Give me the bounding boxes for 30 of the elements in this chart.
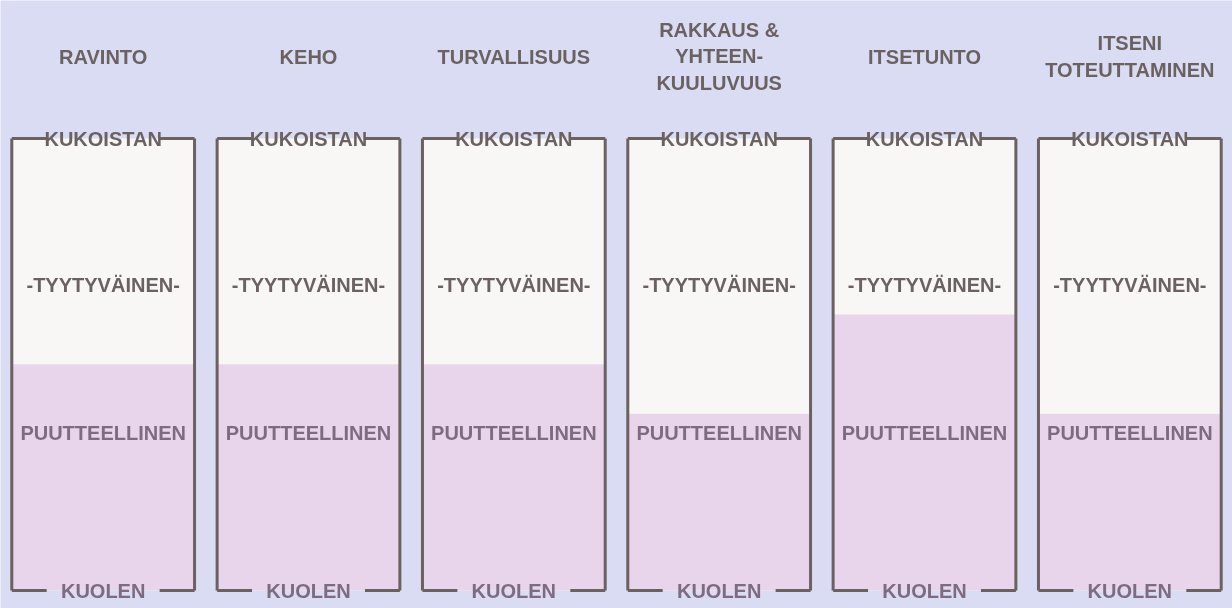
text: -TYYTYVÄINEN- [437,273,591,296]
text: -TYYTYVÄINEN- [847,273,1002,296]
text: PUUTTEELLINEN [1047,421,1213,444]
text: PUUTTEELLINEN [841,421,1008,444]
text: -TYYTYVÄINEN- [642,273,796,296]
x-tick-label: RAKKAUS & YHTEEN- KUULUVUUS [656,19,782,94]
annotation: PUUTTEELLINEN [20,421,186,444]
text: KUOLEN [1087,579,1173,602]
x-tick-label: TURVALLISUUS [437,45,591,68]
text: PUUTTEELLINEN [636,421,802,444]
text: KUKOISTAN [660,127,778,150]
text: -TYYTYVÄINEN- [26,273,180,296]
x-tick-label: ITSETUNTO [868,45,981,68]
text: KUKOISTAN [865,127,984,150]
x-tick-label: RAVINTO [59,45,148,68]
text: PUUTTEELLINEN [431,421,597,444]
x-tick-label: ITSENI TOTEUTTAMINEN [1045,32,1215,81]
text: KUOLEN [266,579,351,602]
text: KUOLEN [471,579,557,602]
annotation: KUOLEN [60,579,146,602]
text: KUKOISTAN [249,127,368,150]
x-tick-label: KEHO [279,45,338,68]
text: KUKOISTAN [455,127,573,150]
text: KUOLEN [882,579,967,602]
text: KUOLEN [676,579,762,602]
text: -TYYTYVÄINEN- [231,273,386,296]
text: PUUTTEELLINEN [225,421,392,444]
text: KUKOISTAN [1071,127,1189,150]
text: -TYYTYVÄINEN- [1053,273,1207,296]
text: KUKOISTAN [44,127,162,150]
